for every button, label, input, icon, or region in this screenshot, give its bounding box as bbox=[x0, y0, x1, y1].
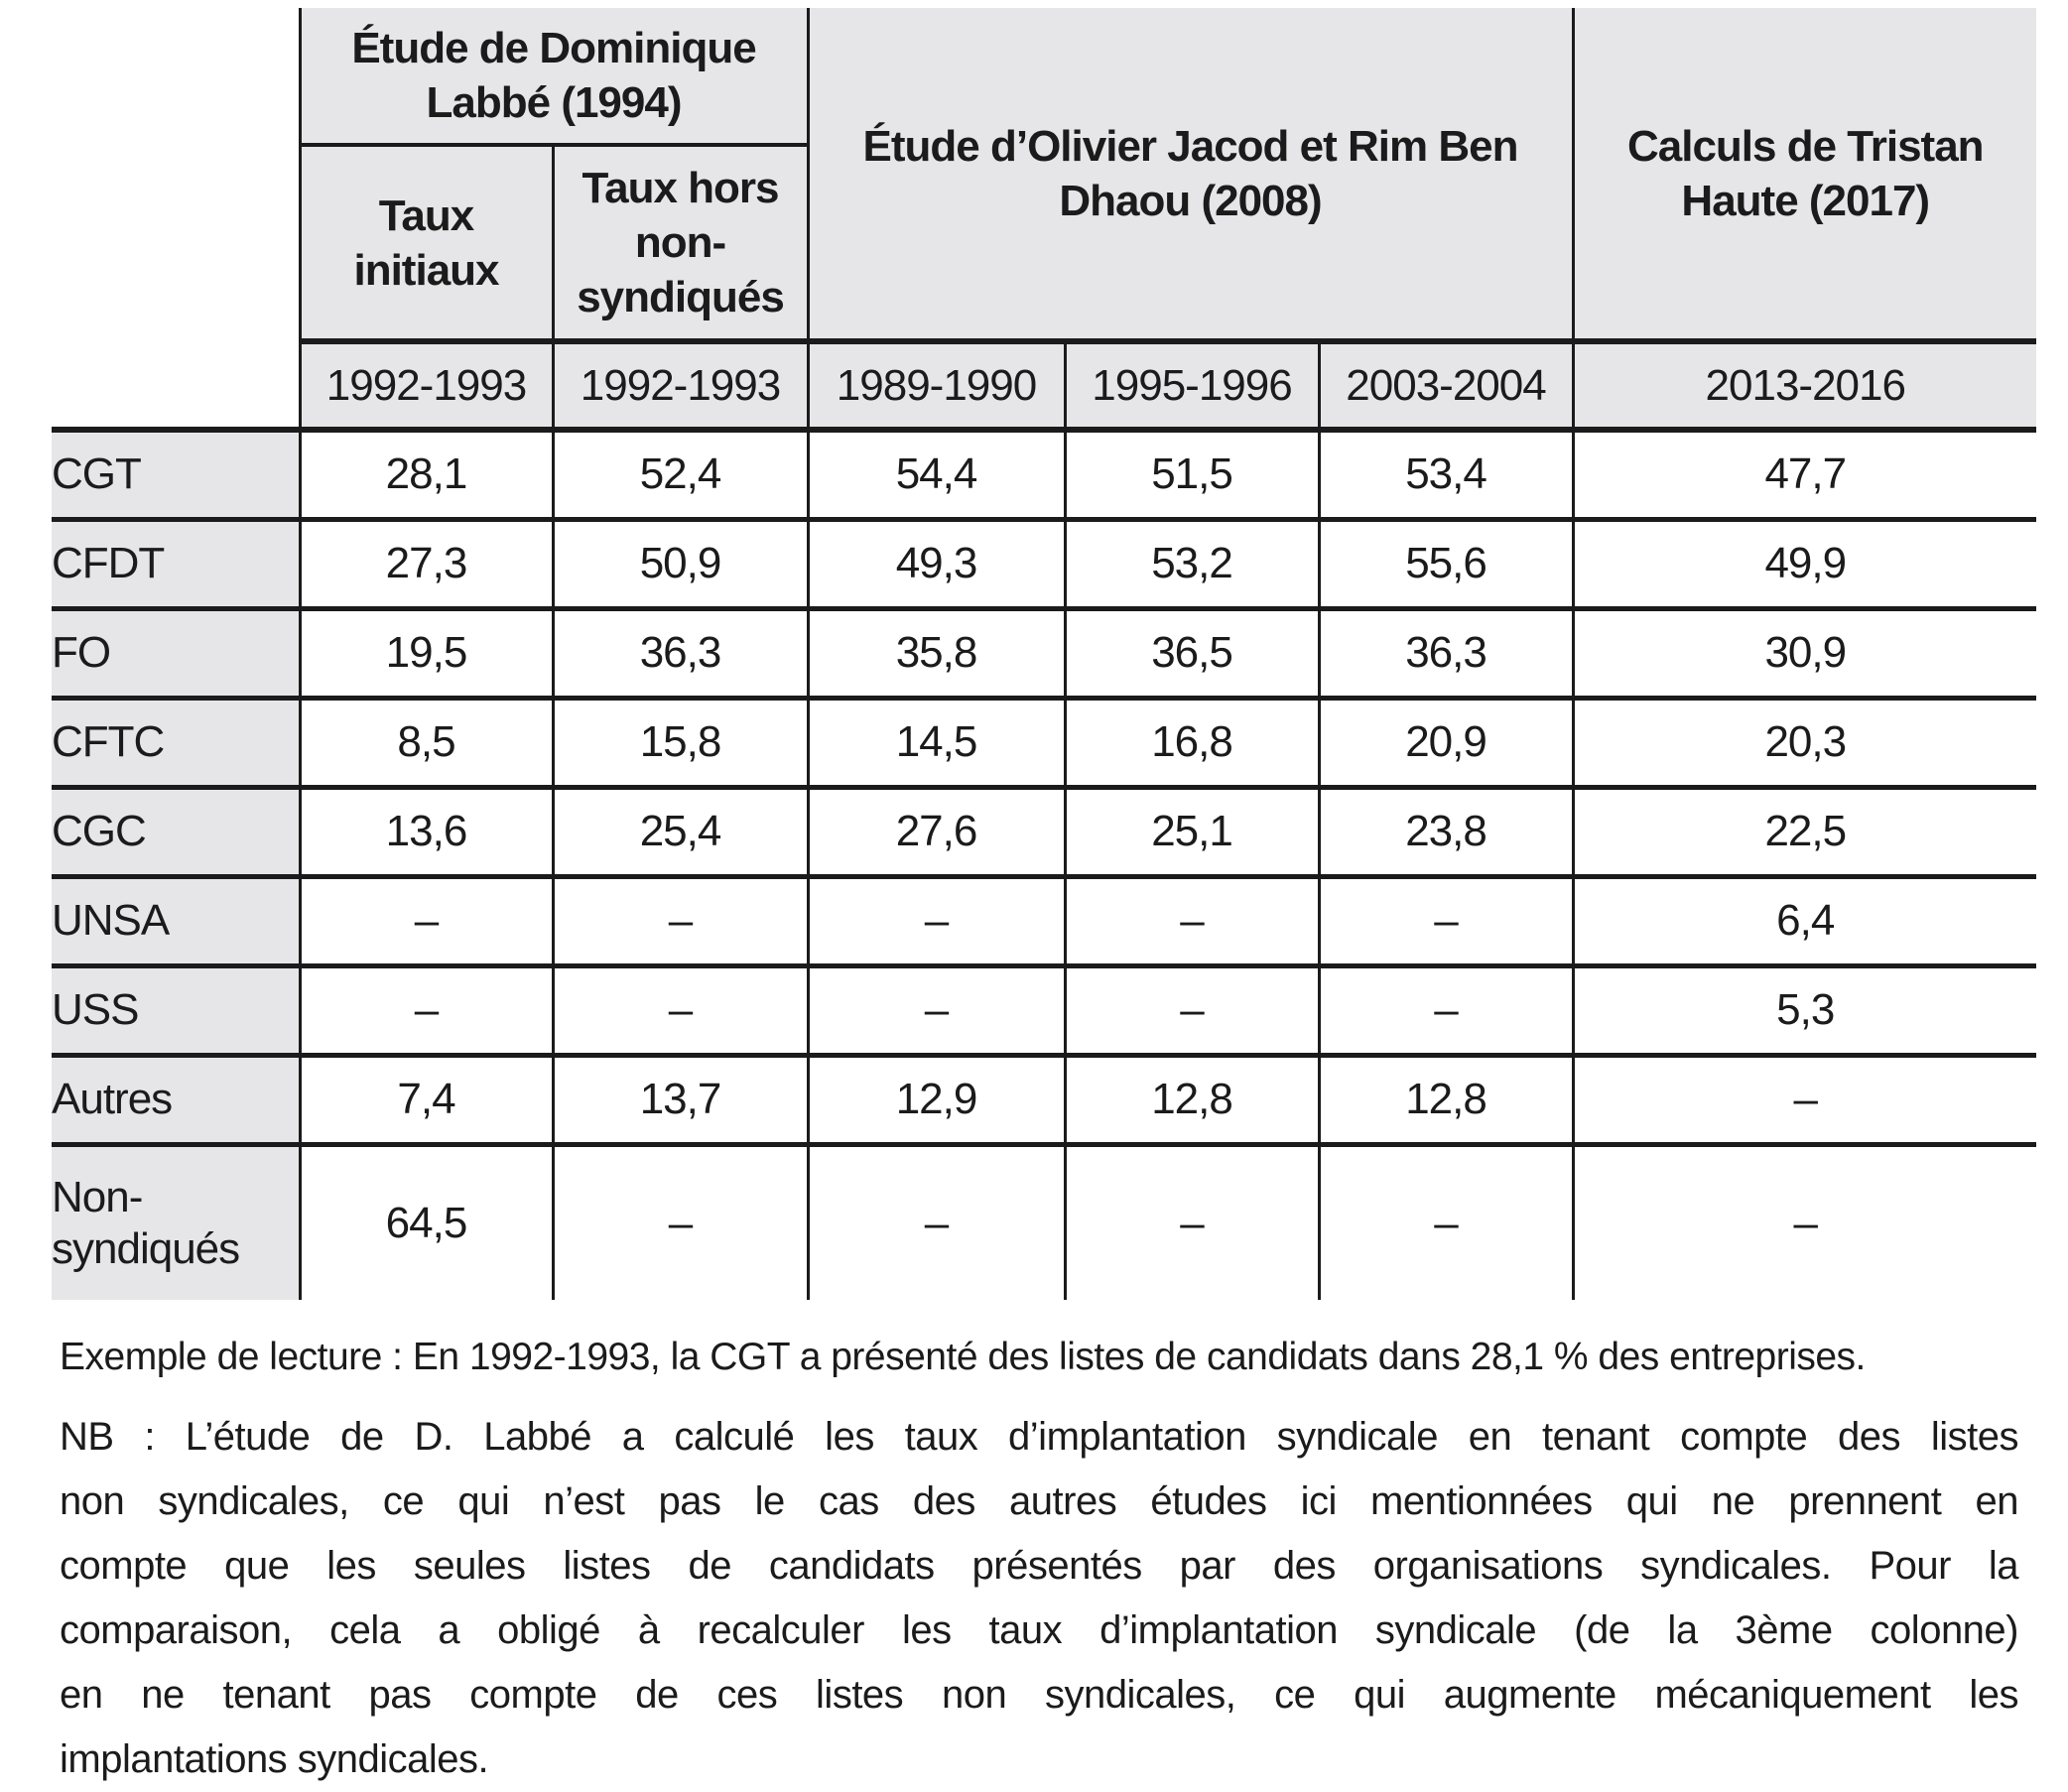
cell-value: – bbox=[1063, 962, 1321, 1058]
cell-value: 19,5 bbox=[298, 605, 555, 701]
cell-value: – bbox=[1063, 1141, 1321, 1300]
cell-value: 22,5 bbox=[1571, 784, 2037, 879]
subheader-taux-hors-non-syndiques: Taux hors non- syndiqués bbox=[551, 143, 810, 344]
header-row-subheaders: Taux initiaux Taux hors non- syndiqués bbox=[52, 143, 2036, 344]
cell-value: – bbox=[1317, 962, 1575, 1058]
nb-note-line: en ne tenant pas compte de ces listes no… bbox=[60, 1673, 2019, 1717]
nb-note: NB : L’étude de D. Labbé a calculé les t… bbox=[60, 1405, 2019, 1792]
cell-value: – bbox=[551, 873, 810, 968]
table-row-cftc: CFTC 8,5 15,8 14,5 16,8 20,9 20,3 bbox=[52, 695, 2037, 790]
nb-note-line: NB : L’étude de D. Labbé a calculé les t… bbox=[60, 1415, 2019, 1459]
table-row-fo: FO 19,5 36,3 35,8 36,5 36,3 30,9 bbox=[52, 605, 2037, 701]
cell-value: 16,8 bbox=[1063, 695, 1321, 790]
cell-value: 7,4 bbox=[298, 1052, 555, 1147]
cell-value: 25,4 bbox=[551, 784, 810, 879]
cell-value: 47,7 bbox=[1571, 427, 2037, 522]
cell-value: 15,8 bbox=[551, 695, 810, 790]
cell-value: 52,4 bbox=[551, 427, 810, 522]
nb-note-line: comparaison, cela a obligé à recalculer … bbox=[60, 1608, 2019, 1652]
reading-example-note: Exemple de lecture : En 1992-1993, la CG… bbox=[60, 1336, 1866, 1378]
period-header: 1992-1993 bbox=[551, 338, 810, 433]
cell-value: 50,9 bbox=[551, 516, 810, 611]
cell-value: 8,5 bbox=[298, 695, 555, 790]
cell-value: 13,7 bbox=[551, 1052, 810, 1147]
nb-note-line: non syndicales, ce qui n’est pas le cas … bbox=[60, 1479, 2019, 1523]
column-group-labbe: Étude de Dominique Labbé (1994) bbox=[298, 8, 810, 147]
row-label: CFDT bbox=[52, 516, 302, 611]
cell-value: 13,6 bbox=[298, 784, 555, 879]
row-label: USS bbox=[52, 962, 302, 1058]
cell-value: 36,5 bbox=[1063, 605, 1321, 701]
row-label: CFTC bbox=[52, 695, 302, 790]
cell-value: – bbox=[551, 962, 810, 1058]
cell-value: 12,8 bbox=[1317, 1052, 1575, 1147]
cell-value: 54,4 bbox=[806, 427, 1067, 522]
cell-value: 5,3 bbox=[1571, 962, 2037, 1058]
cell-value: 20,9 bbox=[1317, 695, 1575, 790]
cell-value: 6,4 bbox=[1571, 873, 2037, 968]
cell-value: 14,5 bbox=[806, 695, 1067, 790]
cell-value: – bbox=[806, 962, 1067, 1058]
period-header: 2003-2004 bbox=[1317, 338, 1575, 433]
period-header: 1992-1993 bbox=[298, 338, 555, 433]
cell-value: 35,8 bbox=[806, 605, 1067, 701]
cell-value: – bbox=[1571, 1141, 2037, 1300]
cell-value: – bbox=[551, 1141, 810, 1300]
cell-value: – bbox=[1571, 1052, 2037, 1147]
cell-value: – bbox=[806, 873, 1067, 968]
cell-value: 25,1 bbox=[1063, 784, 1321, 879]
row-label: FO bbox=[52, 605, 302, 701]
nb-note-line: implantations syndicales. bbox=[60, 1737, 489, 1781]
cell-value: 27,6 bbox=[806, 784, 1067, 879]
nb-note-line: compte que les seules listes de candidat… bbox=[60, 1544, 2019, 1588]
cell-value: 49,3 bbox=[806, 516, 1067, 611]
cell-value: – bbox=[298, 873, 555, 968]
table-row-cgc: CGC 13,6 25,4 27,6 25,1 23,8 22,5 bbox=[52, 784, 2037, 879]
cell-value: 27,3 bbox=[298, 516, 555, 611]
period-header: 1995-1996 bbox=[1063, 338, 1321, 433]
cell-value: 53,4 bbox=[1317, 427, 1575, 522]
cell-value: 51,5 bbox=[1063, 427, 1321, 522]
union-implantation-table: Étude de Dominique Labbé (1994) Étude d’… bbox=[52, 8, 2037, 1300]
document-page: Étude de Dominique Labbé (1994) Étude d’… bbox=[0, 8, 2068, 1792]
table-row-cgt: CGT 28,1 52,4 54,4 51,5 53,4 47,7 bbox=[52, 427, 2037, 522]
row-label: CGT bbox=[52, 427, 302, 522]
column-group-haute: Calculs de Tristan Haute (2017) bbox=[1571, 8, 2037, 344]
cell-value: – bbox=[1317, 1141, 1575, 1300]
header-row-studies: Étude de Dominique Labbé (1994) Étude d’… bbox=[52, 8, 2037, 430]
cell-value: 36,3 bbox=[551, 605, 810, 701]
cell-value: – bbox=[1063, 873, 1321, 968]
cell-value: 49,9 bbox=[1571, 516, 2037, 611]
cell-value: 36,3 bbox=[1317, 605, 1575, 701]
table-row-cfdt: CFDT 27,3 50,9 49,3 53,2 55,6 49,9 bbox=[52, 516, 2037, 611]
header-row-periods: 1992-1993 1992-1993 1989-1990 1995-1996 … bbox=[52, 338, 2037, 433]
row-label: UNSA bbox=[52, 873, 302, 968]
cell-value: – bbox=[298, 962, 555, 1058]
cell-value: 28,1 bbox=[298, 427, 555, 522]
row-label: Autres bbox=[52, 1052, 302, 1147]
column-group-jacod-dhaou: Étude d’Olivier Jacod et Rim Ben Dhaou (… bbox=[806, 8, 1575, 344]
cell-value: 55,6 bbox=[1317, 516, 1575, 611]
cell-value: 64,5 bbox=[298, 1141, 555, 1300]
period-header: 1989-1990 bbox=[806, 338, 1067, 433]
cell-value: – bbox=[1317, 873, 1575, 968]
row-label: Non- syndiqués bbox=[52, 1141, 302, 1300]
subheader-taux-initiaux: Taux initiaux bbox=[298, 143, 555, 344]
table-row-non-syndiques: Non- syndiqués 64,5 – – – – – bbox=[52, 1141, 2037, 1300]
table-row-unsa: UNSA – – – – – 6,4 bbox=[52, 873, 2037, 968]
table-row-uss: USS – – – – – 5,3 bbox=[52, 962, 2037, 1058]
cell-value: 12,9 bbox=[806, 1052, 1067, 1147]
cell-value: 53,2 bbox=[1063, 516, 1321, 611]
row-label: CGC bbox=[52, 784, 302, 879]
corner-cell bbox=[52, 8, 300, 430]
cell-value: 20,3 bbox=[1571, 695, 2037, 790]
table-row-autres: Autres 7,4 13,7 12,9 12,8 12,8 – bbox=[52, 1052, 2037, 1147]
table-notes: Exemple de lecture : En 1992-1993, la CG… bbox=[60, 1334, 2019, 1792]
cell-value: 30,9 bbox=[1571, 605, 2037, 701]
cell-value: 12,8 bbox=[1063, 1052, 1321, 1147]
cell-value: 23,8 bbox=[1317, 784, 1575, 879]
cell-value: – bbox=[806, 1141, 1067, 1300]
period-header: 2013-2016 bbox=[1571, 338, 2037, 433]
